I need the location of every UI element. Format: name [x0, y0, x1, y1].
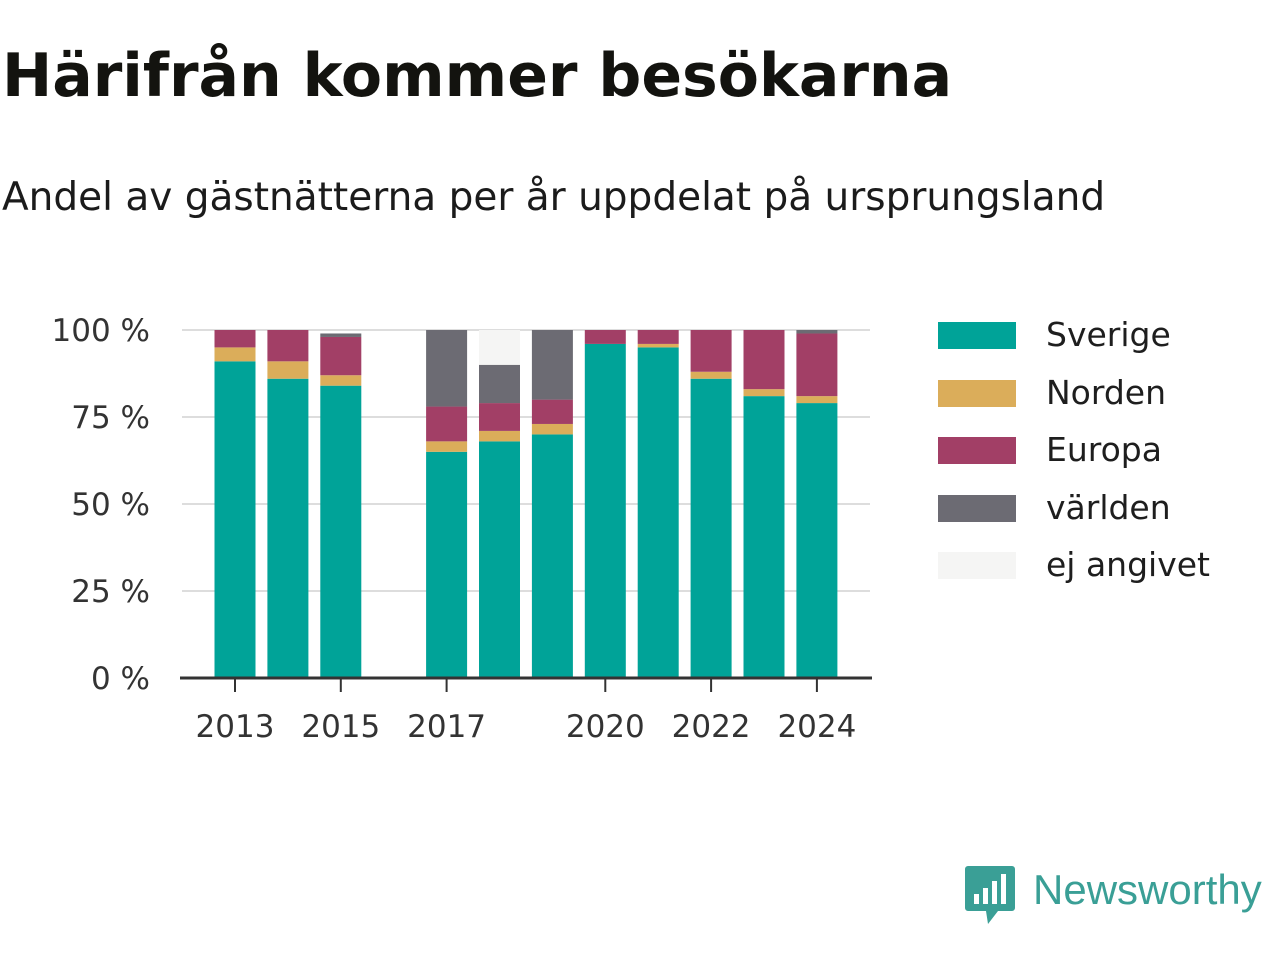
- bar-segment: [214, 361, 256, 678]
- bar-segment: [531, 399, 573, 424]
- bar-segment: [426, 451, 468, 678]
- legend-swatch: [938, 552, 1016, 579]
- bar-segment: [796, 333, 838, 397]
- legend-label: Norden: [1046, 372, 1167, 412]
- bar-segment: [479, 430, 520, 442]
- legend-label: världen: [1046, 487, 1171, 527]
- chart-subtitle: Andel av gästnätterna per år uppdelat på…: [2, 175, 1106, 220]
- logo-wordmark: Newsworthy: [1033, 866, 1262, 913]
- bar-segment: [690, 371, 732, 379]
- bar-segment: [479, 364, 520, 404]
- legend-swatch: [938, 379, 1016, 407]
- legend-label: Europa: [1046, 430, 1162, 469]
- bar-chart-speech-bubble-icon: [965, 866, 1015, 924]
- bar-segment: [320, 375, 362, 386]
- bar-segment: [479, 441, 520, 678]
- bar-segment: [690, 378, 732, 678]
- bars: [214, 330, 838, 678]
- legend-label: ej angivet: [1046, 545, 1210, 584]
- bar-segment: [214, 330, 256, 348]
- y-tick-label: 100 %: [52, 313, 150, 349]
- bar-segment: [214, 347, 256, 362]
- bar-segment: [267, 378, 309, 678]
- bar-segment: [426, 406, 468, 442]
- y-tick-label: 25 %: [71, 574, 150, 610]
- bar-segment: [531, 434, 573, 678]
- bar-segment: [584, 343, 626, 678]
- legend-swatch: [938, 437, 1016, 464]
- legend-swatch: [938, 322, 1016, 349]
- legend-label: Sverige: [1046, 315, 1171, 354]
- bar-segment: [637, 347, 679, 678]
- chart-title: Härifrån kommer besökarna: [2, 41, 953, 111]
- bar-segment: [637, 330, 679, 344]
- bar-segment: [743, 330, 785, 390]
- y-tick-label: 0 %: [91, 661, 150, 697]
- bar-segment: [479, 330, 520, 365]
- bar-segment: [531, 330, 573, 400]
- bar-segment: [426, 330, 468, 407]
- x-tick-label: 2024: [777, 709, 856, 745]
- bar-segment: [426, 441, 468, 452]
- bar-segment: [479, 403, 520, 431]
- bar-segment: [320, 336, 362, 376]
- axes: 0 % 25 % 50 % 75 % 100 % 2013 2015 2017 2020 2022…: [52, 313, 872, 745]
- bar-segment: [690, 330, 732, 372]
- x-tick-label: 2020: [566, 709, 645, 745]
- x-tick-label: 2015: [301, 709, 380, 745]
- y-tick-label: 75 %: [71, 400, 150, 436]
- bar-segment: [320, 333, 362, 337]
- bar-segment: [743, 396, 785, 678]
- bar-segment: [531, 423, 573, 435]
- bar-segment: [796, 330, 838, 334]
- bar-segment: [796, 396, 838, 404]
- bar-segment: [743, 389, 785, 397]
- stacked-bar-chart: 0 % 25 % 50 % 75 % 100 % 2013 2015 2017 2020 2022…: [52, 313, 872, 745]
- x-tick-label: 2017: [407, 709, 486, 745]
- legend-swatch: [938, 494, 1016, 522]
- bar-segment: [320, 385, 362, 678]
- bar-segment: [796, 403, 838, 678]
- y-tick-label: 50 %: [71, 487, 150, 523]
- bar-segment: [267, 361, 309, 379]
- bar-segment: [584, 330, 626, 344]
- bar-segment: [267, 330, 309, 362]
- x-tick-label: 2022: [672, 709, 751, 745]
- bar-segment: [637, 343, 679, 348]
- x-tick-label: 2013: [196, 709, 275, 745]
